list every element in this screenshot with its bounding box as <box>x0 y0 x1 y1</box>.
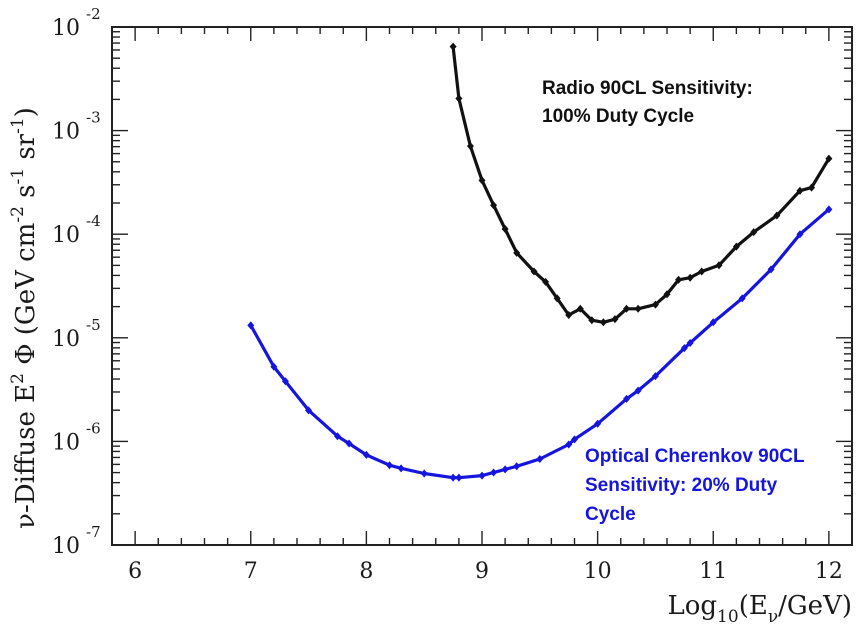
optical-data-point <box>686 338 694 347</box>
radio-data-point <box>732 242 740 251</box>
radio-data-point <box>686 273 694 282</box>
y-tick-label: 10-6 <box>52 419 101 455</box>
radio-data-point <box>623 304 631 313</box>
y-tick-label: 10-5 <box>52 316 101 352</box>
optical-data-point <box>345 439 353 448</box>
radio-annotation: Radio 90CL Sensitivity: 100% Duty Cycle <box>542 78 758 127</box>
radio-data-point <box>530 267 538 276</box>
optical-data-point <box>565 440 573 449</box>
radio-data-point <box>490 201 498 210</box>
radio-data-point <box>501 225 509 234</box>
radio-data-point <box>715 261 723 270</box>
optical-data-point <box>247 321 255 330</box>
optical-data-point <box>455 473 463 482</box>
radio-data-point <box>466 142 474 151</box>
optical-data-point <box>386 461 393 470</box>
x-tick-label: 12 <box>815 559 843 584</box>
radio-data-point <box>455 94 463 103</box>
optical-data-point <box>513 462 521 471</box>
radio-data-point <box>449 42 457 51</box>
radio-data-point <box>651 300 659 309</box>
y-axis-label: ν-Diffuse E2 Φ (GeV cm-2 s-1 sr-1) <box>8 107 41 529</box>
optical-data-point <box>490 468 498 477</box>
radio-data-point <box>663 290 671 299</box>
x-tick-label: 7 <box>244 559 258 584</box>
radio-data-point <box>634 304 642 313</box>
radio-data-point <box>808 183 816 192</box>
optical-data-point <box>825 205 833 214</box>
radio-data-point <box>750 228 758 237</box>
optical-data-point <box>478 471 486 480</box>
y-tick-label: 10-4 <box>52 212 101 248</box>
radio-data-point <box>773 211 781 220</box>
plot-frame <box>111 26 853 546</box>
optical-data-point <box>634 386 642 395</box>
axis-ticks <box>111 27 853 546</box>
optical-data-point <box>281 377 289 386</box>
radio-data-point <box>588 316 596 325</box>
radio-data-point <box>513 248 521 257</box>
optical-data-point <box>594 419 602 428</box>
optical-data-point <box>501 465 509 474</box>
optical-data-point <box>796 230 804 239</box>
optical-data-point <box>767 265 775 274</box>
optical-data-point <box>397 464 405 473</box>
optical-data-point <box>709 318 717 327</box>
optical-data-point <box>333 432 341 441</box>
radio-data-point <box>565 311 573 320</box>
radio-data-point <box>796 186 804 195</box>
optical-data-point <box>420 469 428 478</box>
radio-data-point <box>611 315 619 324</box>
radio-data-point <box>542 277 550 286</box>
y-tick-label: 10-7 <box>52 523 101 559</box>
optical-data-point <box>571 435 578 444</box>
radio-data-point <box>576 304 584 313</box>
radio-data-point <box>675 275 683 284</box>
x-axis-label: Log10(Eν/GeV) <box>667 591 852 627</box>
optical-data-point <box>680 344 688 353</box>
optical-data-point <box>449 473 457 482</box>
x-tick-label: 8 <box>359 559 373 584</box>
y-tick-label: 10-3 <box>52 109 101 145</box>
optical-data-point <box>623 394 631 403</box>
x-tick-label: 10 <box>584 559 612 584</box>
radio-data-point <box>599 318 607 327</box>
x-tick-label: 11 <box>699 559 727 584</box>
series-group <box>247 42 833 482</box>
x-tick-label: 6 <box>128 559 142 584</box>
optical-data-point <box>362 450 370 459</box>
optical-annotation: Optical Cherenkov 90CL Sensitivity: 20% … <box>585 446 810 525</box>
radio-data-point <box>478 176 486 185</box>
optical-data-point <box>651 372 659 381</box>
x-tick-label: 9 <box>475 559 489 584</box>
optical-data-point <box>270 362 278 371</box>
chart-frame <box>111 26 853 546</box>
optical-data-point <box>305 406 313 415</box>
radio-data-point <box>553 294 561 303</box>
radio-data-point <box>698 267 706 276</box>
tick-labels: 6 7 8 9 10 11 12 10-2 10-3 10-4 10-5 10-6 10-7 <box>52 5 843 584</box>
y-tick-label: 10-2 <box>52 5 101 41</box>
optical-data-point <box>536 455 544 464</box>
radio-data-point <box>825 154 833 163</box>
optical-data-point <box>738 294 746 303</box>
